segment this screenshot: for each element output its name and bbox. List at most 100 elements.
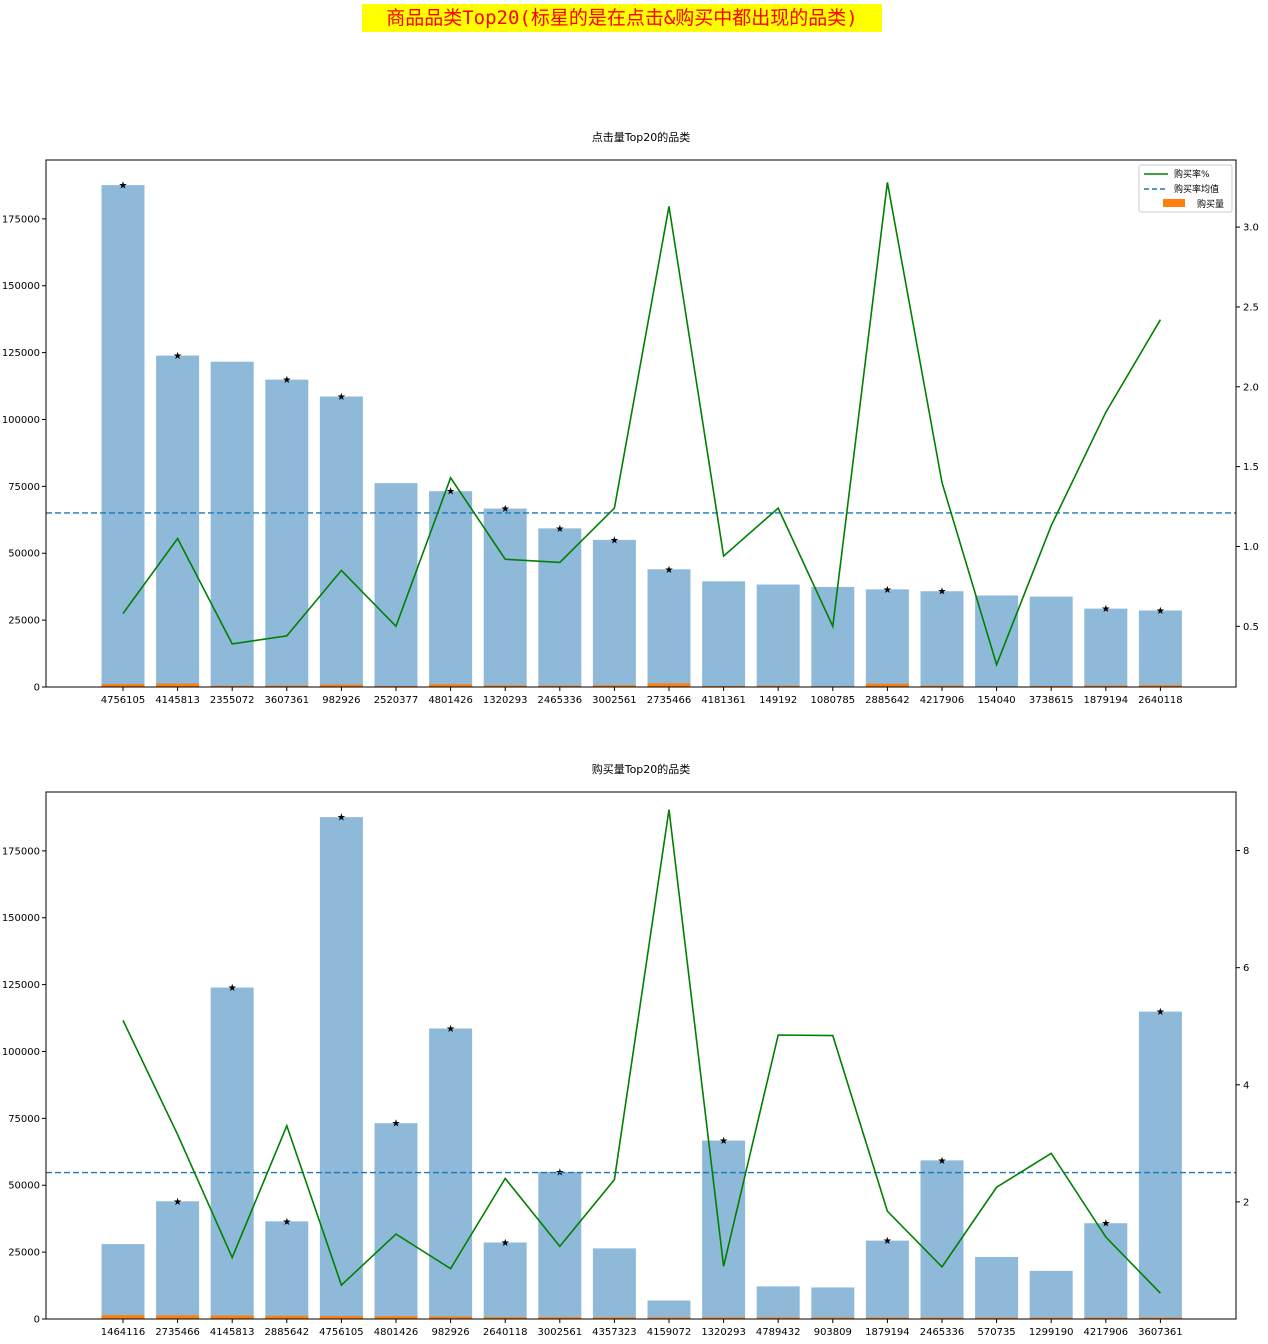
click-bar [920, 591, 964, 687]
click-bar [811, 586, 855, 687]
x-tick-label: 4145813 [210, 1327, 255, 1338]
buy-bar [319, 684, 363, 687]
y2-tick-label: 2.5 [1243, 302, 1259, 313]
click-bar [429, 1028, 473, 1319]
x-tick-label: 2520377 [374, 695, 419, 706]
click-bar [1084, 608, 1128, 687]
click-bar [756, 584, 800, 687]
buy-bar [265, 1315, 309, 1319]
legend-mean-label: 购买率均值 [1174, 183, 1219, 195]
x-tick-label: 2885642 [865, 695, 910, 706]
x-tick-label: 1320293 [483, 695, 528, 706]
buy-bar [1084, 1317, 1128, 1319]
y2-tick-label: 2.0 [1243, 382, 1259, 393]
x-tick-label: 3607361 [1138, 1327, 1183, 1338]
x-tick-label: 4756105 [319, 1327, 364, 1338]
star-marker: ★ [446, 487, 455, 498]
y-tick-label: 50000 [8, 549, 40, 560]
x-tick-label: 1320293 [701, 1327, 746, 1338]
y2-tick-label: 1.0 [1243, 542, 1259, 553]
star-marker: ★ [337, 813, 346, 824]
buy-bar [429, 1316, 473, 1319]
click-bar [756, 1286, 800, 1319]
y2-tick-label: 6 [1243, 963, 1249, 974]
x-tick-label: 149192 [759, 695, 797, 706]
click-bar [265, 1221, 309, 1319]
click-bar [429, 491, 473, 687]
y-tick-label: 100000 [2, 1047, 40, 1058]
x-tick-label: 3607361 [265, 695, 310, 706]
star-marker: ★ [282, 375, 291, 386]
x-tick-label: 1299190 [1029, 1327, 1074, 1338]
y-tick-label: 175000 [2, 846, 40, 857]
click-bar [101, 185, 145, 688]
x-tick-label: 4789432 [756, 1327, 801, 1338]
buy-bar [374, 685, 418, 687]
y-tick-label: 75000 [8, 1114, 40, 1125]
buy-bar [592, 1317, 636, 1319]
buy-bar [1138, 685, 1182, 687]
y-tick-label: 125000 [2, 348, 40, 359]
click-bar [920, 1160, 964, 1319]
buy-bar [101, 684, 145, 687]
star-marker: ★ [883, 585, 892, 596]
legend-box [1138, 164, 1233, 213]
star-marker: ★ [173, 1197, 182, 1208]
click-bar [811, 1287, 855, 1319]
figure-suptitle: 商品品类Top20(标星的是在点击&购买中都出现的品类) [362, 4, 882, 32]
buy-bar [210, 1315, 254, 1319]
x-tick-label: 3002561 [538, 1327, 583, 1338]
x-tick-label: 4756105 [101, 695, 146, 706]
buy-bar [647, 683, 691, 687]
axes-frame [45, 159, 1237, 688]
x-tick-label: 4357323 [592, 1327, 637, 1338]
x-tick-label: 903809 [814, 1327, 852, 1338]
y2-tick-label: 8 [1243, 846, 1249, 857]
click-bar [101, 1244, 145, 1319]
y-tick-label: 75000 [8, 482, 40, 493]
star-marker: ★ [883, 1236, 892, 1247]
click-bar [156, 355, 200, 687]
buy-bar [156, 1315, 200, 1319]
x-tick-label: 4801426 [428, 695, 473, 706]
click-bar [1084, 1223, 1128, 1319]
buy-bar [156, 683, 200, 687]
click-bar [210, 987, 254, 1319]
star-marker: ★ [938, 587, 947, 598]
star-marker: ★ [719, 1136, 728, 1147]
star-marker: ★ [501, 1238, 510, 1249]
x-tick-label: 2640118 [1138, 695, 1183, 706]
click-bar [1138, 610, 1182, 687]
y-tick-label: 25000 [8, 1248, 40, 1259]
star-marker: ★ [501, 504, 510, 515]
x-tick-label: 4145813 [155, 695, 200, 706]
y2-tick-label: 4 [1243, 1080, 1249, 1091]
buy-bar [702, 1317, 746, 1319]
buy-bar [1029, 1317, 1073, 1319]
buy-bar [811, 1317, 855, 1319]
x-tick-label: 3738615 [1029, 695, 1074, 706]
buy-bar [429, 684, 473, 687]
star-marker: ★ [173, 351, 182, 362]
x-tick-label: 570735 [978, 1327, 1016, 1338]
click-bar [592, 1248, 636, 1319]
x-tick-label: 2735466 [155, 1327, 200, 1338]
axes-frame [45, 791, 1237, 1320]
click-bar [374, 1123, 418, 1319]
buy-bar [592, 685, 636, 687]
buy-bar [975, 1317, 1019, 1319]
star-marker: ★ [1101, 1219, 1110, 1230]
buy-bar [865, 683, 909, 687]
buy-bar [538, 685, 582, 687]
click-bar [865, 589, 909, 687]
x-tick-label: 1080785 [811, 695, 856, 706]
click-bar [1029, 596, 1073, 687]
x-tick-label: 3002561 [592, 695, 637, 706]
star-marker: ★ [610, 535, 619, 546]
buy-bar [756, 1317, 800, 1319]
click-bar [156, 1201, 200, 1319]
star-marker: ★ [1156, 1007, 1165, 1018]
x-tick-label: 2465336 [920, 1327, 965, 1338]
x-tick-label: 1879194 [865, 1327, 910, 1338]
click-bar [538, 528, 582, 687]
